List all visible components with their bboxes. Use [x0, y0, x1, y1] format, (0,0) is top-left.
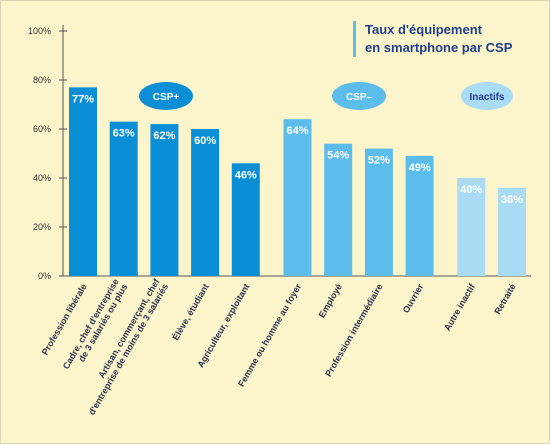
- data-label: 77%: [72, 93, 94, 105]
- bar: [283, 119, 312, 276]
- y-tick-label: 20%: [33, 222, 51, 232]
- group-badge: [461, 82, 513, 110]
- bar: [191, 129, 220, 276]
- bar: [364, 148, 393, 276]
- x-tick-label: Employé: [317, 282, 344, 319]
- bar: [405, 155, 434, 276]
- x-tick-label: Femme ou homme au foyer: [236, 282, 303, 389]
- data-label: 52%: [368, 155, 390, 167]
- group-label: CSP+: [153, 92, 180, 103]
- bar: [457, 178, 486, 276]
- bar: [109, 121, 138, 277]
- chart-title-line-1: Taux d'équipement: [365, 22, 482, 37]
- x-tick-label: Retraité: [492, 282, 517, 316]
- y-tick-label: 60%: [33, 124, 51, 134]
- x-tick-label: Élève, étudiant: [170, 282, 210, 342]
- data-label: 62%: [153, 130, 175, 142]
- bar: [498, 187, 526, 276]
- y-tick-label: 0%: [38, 271, 51, 281]
- data-label: 49%: [409, 162, 431, 174]
- bar: [69, 87, 97, 276]
- data-label: 54%: [327, 150, 349, 162]
- y-tick-label: 80%: [33, 75, 51, 85]
- x-tick-label: Autre inactif: [442, 281, 477, 332]
- group-badge: [332, 82, 386, 110]
- group-label: Inactifs: [469, 92, 504, 103]
- data-label: 64%: [286, 125, 308, 137]
- y-tick-label: 40%: [33, 173, 51, 183]
- x-tick-label: Ouvrier: [401, 282, 426, 315]
- y-tick-label: 100%: [28, 26, 51, 36]
- chart-title: Taux d'équipement en smartphone par CSP: [353, 21, 512, 57]
- data-label: 36%: [501, 194, 523, 206]
- data-label: 40%: [460, 184, 482, 196]
- group-label: CSP–: [346, 92, 373, 103]
- data-label: 60%: [194, 135, 216, 147]
- bar: [150, 124, 179, 276]
- bar: [324, 143, 353, 276]
- chart-title-line-2: en smartphone par CSP: [365, 40, 513, 55]
- group-badge: [139, 82, 193, 110]
- bar: [231, 163, 260, 276]
- data-label: 63%: [113, 128, 135, 140]
- data-label: 46%: [235, 169, 257, 181]
